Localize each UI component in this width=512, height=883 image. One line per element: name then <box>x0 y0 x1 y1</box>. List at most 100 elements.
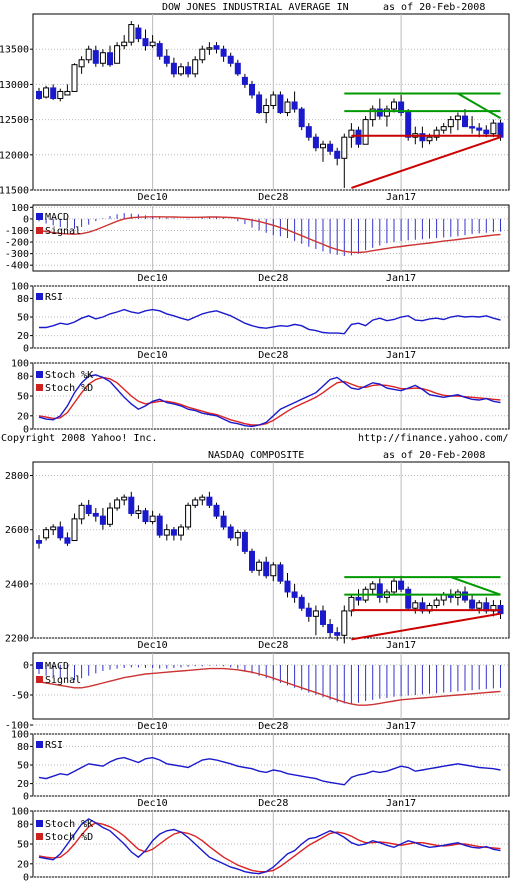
nasdaq-stochd-legend-swatch <box>36 833 43 840</box>
nasdaq-candle <box>163 529 170 536</box>
nasdaq-price-ytick-label: 2600 <box>5 525 29 536</box>
dow-candle <box>220 48 227 57</box>
dow-candle <box>490 122 497 135</box>
dow-candle <box>213 45 220 50</box>
nasdaq-candle <box>107 507 113 525</box>
nasdaq-candle <box>469 599 476 609</box>
dow-rsi-ytick-label: 20 <box>17 331 29 342</box>
nasdaq-date-label: Jan17 <box>386 640 416 651</box>
dow-candle <box>192 59 199 75</box>
nasdaq-candle <box>85 504 92 514</box>
nasdaq-candle <box>170 529 177 536</box>
dow-candle <box>256 94 263 114</box>
dow-candle <box>305 126 312 138</box>
nasdaq-candle <box>298 596 305 609</box>
dow-date-label: Dec28 <box>258 273 288 284</box>
nasdaq-date-label: Dec10 <box>138 798 168 809</box>
dow-candle <box>476 127 483 131</box>
dow-candle <box>405 112 412 138</box>
dow-candle <box>348 129 355 138</box>
dow-candle <box>327 143 334 152</box>
dow-candle <box>78 59 85 68</box>
dow-stochd-legend: Stoch %D <box>45 383 93 394</box>
nasdaq-date-axis: Dec10 Dec28 Jan17 <box>138 640 417 651</box>
dow-stoch-ytick-label: 80 <box>17 372 29 383</box>
nasdaq-candle <box>220 515 227 528</box>
nasdaq-candle <box>50 526 57 531</box>
dow-candle <box>114 45 121 64</box>
nasdaq-rsi-line <box>38 756 501 786</box>
nasdaq-candle <box>114 499 121 509</box>
nasdaq-candle <box>178 526 184 536</box>
nasdaq-stochd-legend: Stoch %D <box>45 832 93 843</box>
dow-price-ytick-label: 13000 <box>0 80 29 91</box>
dow-date-label: Jan17 <box>386 350 416 361</box>
dow-rsi-ytick-label: 50 <box>17 313 29 324</box>
nasdaq-candle <box>320 610 326 625</box>
nasdaq-candle <box>391 580 397 593</box>
dow-candle <box>440 126 447 131</box>
dow-date-axis: Dec10 Dec28 Jan17 <box>138 192 417 203</box>
dow-price-ytick-label: 12500 <box>0 115 29 126</box>
dow-candle <box>50 87 57 99</box>
nasdaq-price-ytick-label: 2800 <box>5 471 29 482</box>
dow-candle <box>199 48 206 61</box>
nasdaq-candle <box>199 496 206 501</box>
nasdaq-candle <box>341 610 348 636</box>
dow-candle <box>227 55 234 64</box>
dow-candle <box>483 129 490 135</box>
dow-candle <box>383 108 390 117</box>
dow-candle <box>241 76 248 85</box>
nasdaq-date-label: Jan17 <box>386 721 416 732</box>
dow-rsi-legend-swatch <box>36 293 43 300</box>
nasdaq-candle <box>71 518 78 542</box>
nasdaq-candle <box>348 596 355 612</box>
dow-candle <box>178 66 184 75</box>
nasdaq-candle <box>142 510 149 523</box>
dow-candle <box>398 101 405 114</box>
dow-candle <box>291 101 298 110</box>
dow-candle <box>312 136 319 149</box>
dow-signal-legend-swatch <box>36 227 43 234</box>
dow-date-label: Jan17 <box>386 192 416 203</box>
dow-candle <box>99 52 106 64</box>
nasdaq-candle <box>405 588 412 609</box>
dow-source-url[interactable]: http://finance.yahoo.com/ <box>358 433 509 444</box>
dow-macd-ytick-label: -100 <box>5 226 29 237</box>
nasdaq-candle <box>206 496 213 506</box>
dow-asof: as of 20-Feb-2008 <box>383 2 485 13</box>
nasdaq-macd-legend: MACD <box>45 661 69 672</box>
dow-title: DOW JONES INDUSTRIAL AVERAGE IN <box>162 2 349 13</box>
dow-rsi-legend: RSI <box>45 292 63 303</box>
nasdaq-stoch-ytick-label: 20 <box>17 859 29 870</box>
nasdaq-trendline <box>351 612 501 641</box>
dow-macd-ytick-label: -400 <box>5 261 29 272</box>
dow-macd-legend-swatch <box>36 213 43 220</box>
dow-candle <box>341 136 348 159</box>
dow-candle <box>369 108 376 121</box>
nasdaq-price-panel: 2200 2400 2600 2800 <box>5 461 510 645</box>
dow-candle <box>284 101 291 114</box>
nasdaq-candle <box>284 580 291 593</box>
nasdaq-date-axis-3: Dec10 Dec28 Jan17 <box>138 798 417 809</box>
dow-candle <box>419 133 426 142</box>
dow-candle <box>469 126 476 129</box>
nasdaq-macd-legend-swatch <box>36 662 43 669</box>
dow-price-ytick-label: 13500 <box>0 45 29 56</box>
nasdaq-rsi-ytick-label: 0 <box>23 792 29 803</box>
dow-date-axis-3: Dec10 Dec28 Jan17 <box>138 350 417 361</box>
nasdaq-trendline <box>450 576 501 596</box>
nasdaq-price-ytick-label: 2200 <box>5 634 29 645</box>
nasdaq-stochk-legend-swatch <box>36 820 43 827</box>
dow-macd-legend: MACD <box>45 212 69 223</box>
nasdaq-candle <box>327 623 334 634</box>
dow-copyright: Copyright 2008 Yahoo! Inc. <box>1 433 158 444</box>
dow-stoch-ytick-label: 100 <box>11 359 29 370</box>
dow-candle <box>43 87 50 98</box>
dow-date-label: Dec10 <box>138 273 168 284</box>
dow-stoch-ytick-label: 20 <box>17 411 29 422</box>
dow-chart: DOW JONES INDUSTRIAL AVERAGE IN as of 20… <box>0 2 510 444</box>
nasdaq-candle <box>64 537 71 544</box>
dow-candle <box>426 136 433 142</box>
dow-candle <box>71 64 78 92</box>
